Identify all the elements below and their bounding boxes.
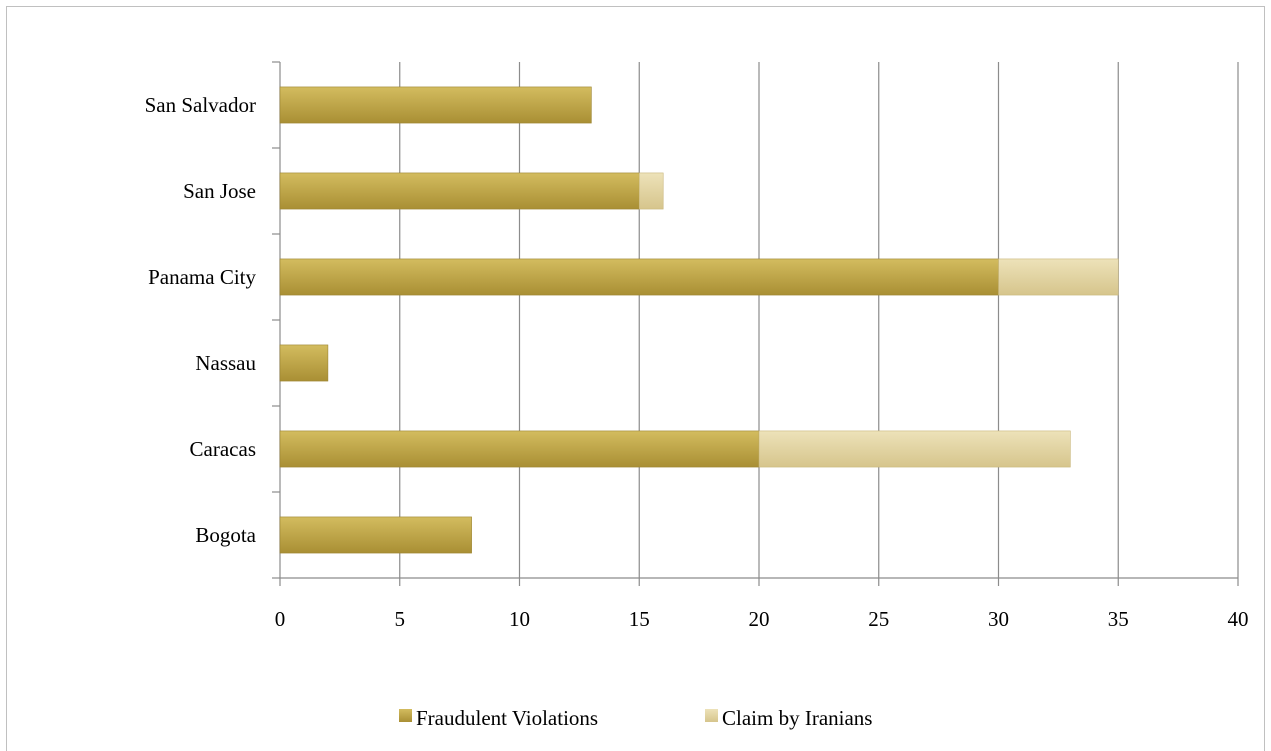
axis-layer — [272, 61, 1239, 586]
bar-fraudulent-violations — [279, 172, 640, 210]
legend-swatch — [705, 709, 718, 722]
x-tick-label: 30 — [988, 607, 1009, 631]
category-label: Panama City — [148, 265, 256, 289]
label-layer: 0 5 10 15 20 25 30 35 40 Bogota Caracas Nassau Panam… — [145, 93, 1249, 631]
bar-claim-by-iranians — [758, 430, 1071, 468]
x-tick-label: 25 — [868, 607, 889, 631]
bar-claim-by-iranians — [638, 172, 664, 210]
legend: Fraudulent Violations Claim by Iranians — [399, 706, 872, 730]
x-tick-label: 10 — [509, 607, 530, 631]
bar-fraudulent-violations — [279, 430, 760, 468]
bar-fraudulent-violations — [279, 344, 329, 382]
bar-fraudulent-violations — [279, 516, 472, 554]
x-tick-label: 40 — [1228, 607, 1249, 631]
x-tick-label: 5 — [395, 607, 406, 631]
category-label: Nassau — [195, 351, 256, 375]
category-label: San Salvador — [145, 93, 256, 117]
legend-label: Fraudulent Violations — [416, 706, 598, 730]
grid-layer — [399, 62, 1239, 578]
legend-swatch — [399, 709, 412, 722]
category-label: Bogota — [195, 523, 256, 547]
bar-fraudulent-violations — [279, 258, 999, 296]
bar-fraudulent-violations — [279, 86, 592, 124]
legend-label: Claim by Iranians — [722, 706, 872, 730]
x-tick-label: 20 — [749, 607, 770, 631]
bar-layer — [279, 86, 1119, 554]
x-tick-label: 0 — [275, 607, 286, 631]
chart-frame — [6, 6, 1265, 751]
category-label: San Jose — [183, 179, 256, 203]
category-label: Caracas — [190, 437, 256, 461]
x-tick-label: 35 — [1108, 607, 1129, 631]
x-tick-label: 15 — [629, 607, 650, 631]
bar-claim-by-iranians — [998, 258, 1119, 296]
